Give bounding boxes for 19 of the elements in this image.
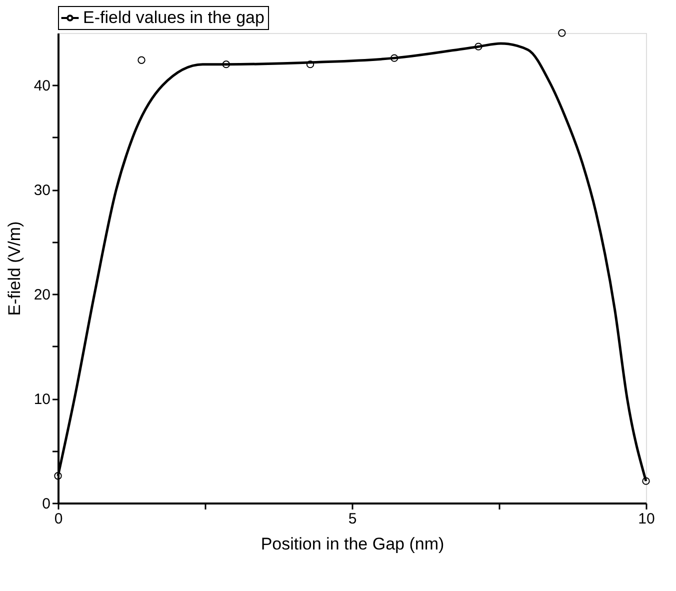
point [138, 56, 146, 64]
y-tick-label: 30 [34, 182, 50, 200]
x-axis-title: Position in the Gap (nm) [260, 534, 444, 554]
y-axis-title: E-field (V/m) [4, 221, 24, 316]
point [222, 60, 230, 68]
y-tick-label: 10 [34, 391, 50, 408]
legend-label: E-field values in the gap [83, 8, 264, 27]
y-tick-label: 0 [42, 496, 50, 512]
y-tick-label: 40 [34, 78, 50, 95]
point [642, 477, 650, 485]
point [306, 60, 314, 68]
x-tick-label: 5 [348, 510, 357, 528]
y-tick-label: 20 [34, 286, 50, 304]
point [558, 29, 566, 37]
point [390, 54, 398, 62]
x-tick-label: 10 [638, 510, 655, 528]
point [474, 42, 482, 50]
point [54, 472, 62, 480]
x-tick-label: 0 [54, 510, 63, 528]
